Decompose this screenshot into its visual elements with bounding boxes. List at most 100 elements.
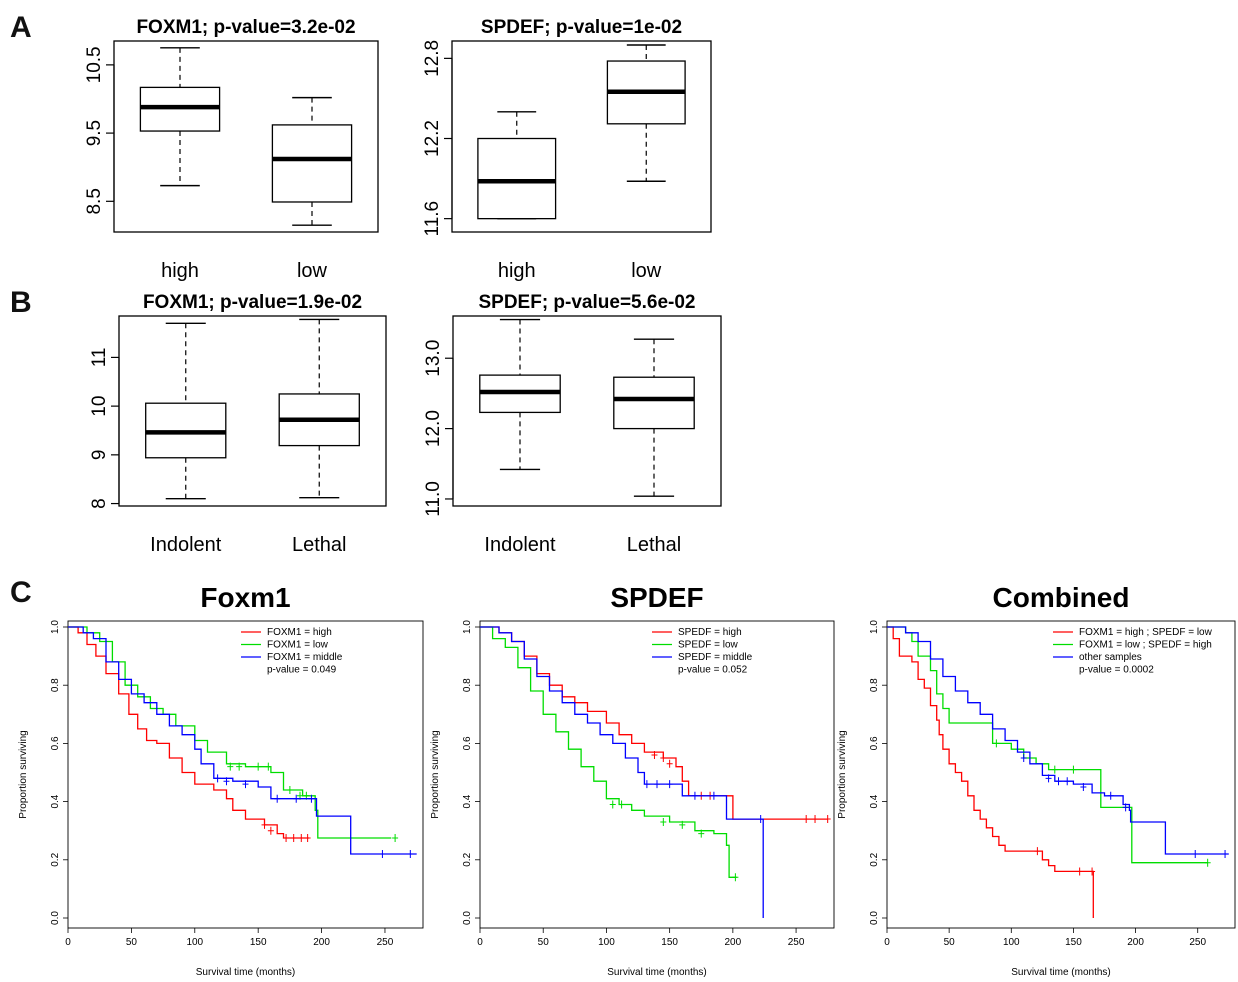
censor-mark <box>267 826 274 835</box>
y-tick-label: 0.6 <box>462 736 473 750</box>
censor-mark <box>407 849 414 858</box>
y-tick-label: 11.0 <box>423 481 444 517</box>
censor-mark <box>1204 858 1211 867</box>
plot-frame <box>886 620 1236 929</box>
chart-title: Combined <box>993 582 1130 613</box>
censor-mark <box>1045 774 1052 783</box>
legend: FOXM1 = high ; SPEDF = low FOXM1 = low ; … <box>1053 627 1213 676</box>
iqr-box <box>271 124 353 203</box>
x-tick-label: 50 <box>126 937 138 948</box>
panel-letter-a: A <box>10 11 32 44</box>
y-tick-label: 0.8 <box>869 678 880 692</box>
category-label: low <box>297 260 328 282</box>
series-foxm1-middle <box>68 626 417 858</box>
censor-mark <box>308 794 315 803</box>
category-label: Indolent <box>150 534 222 556</box>
censor-mark <box>255 762 262 771</box>
censor-mark <box>1192 849 1199 858</box>
x-tick-label: 250 <box>377 937 394 948</box>
plot-frame <box>67 620 424 929</box>
censor-mark <box>1055 777 1062 786</box>
y-axis-label: Proportion surviving <box>837 730 848 818</box>
censor-mark <box>993 739 1000 748</box>
survival-curve <box>480 626 737 878</box>
legend-pvalue: p-value = 0.0002 <box>1079 665 1154 676</box>
category-label: Lethal <box>292 534 347 556</box>
y-tick-label: 9 <box>89 450 110 461</box>
box-low <box>606 44 686 182</box>
series-spedf-low <box>480 626 739 882</box>
censor-mark <box>691 791 698 800</box>
x-tick-label: 50 <box>538 937 550 948</box>
legend-pvalue: p-value = 0.049 <box>267 665 337 676</box>
x-tick-label: 0 <box>884 937 890 948</box>
panel-letter-c: C <box>10 576 32 609</box>
y-tick-label: 11.6 <box>422 201 443 237</box>
box-lethal <box>278 318 360 499</box>
y-tick-label: 0.6 <box>50 736 61 750</box>
y-tick-label: 10.5 <box>84 46 105 83</box>
chart-title: SPDEF <box>610 582 703 613</box>
censor-mark <box>304 833 311 842</box>
y-tick-label: 0.8 <box>50 678 61 692</box>
x-tick-label: 200 <box>313 937 330 948</box>
x-tick-label: 150 <box>250 937 267 948</box>
survival-curve <box>887 626 1208 864</box>
censor-mark <box>1089 867 1096 876</box>
censor-mark <box>1076 867 1083 876</box>
censor-mark <box>660 753 667 762</box>
censor-mark <box>643 780 650 789</box>
y-tick-label: 0.0 <box>869 911 880 925</box>
x-tick-label: 100 <box>1003 937 1020 948</box>
y-tick-label: 12.0 <box>423 410 444 447</box>
chart-title: SPDEF; p-value=1e-02 <box>481 17 682 38</box>
survival-curve <box>480 626 764 918</box>
censor-mark <box>290 833 297 842</box>
x-tick-label: 50 <box>944 937 956 948</box>
x-tick-label: 100 <box>598 937 615 948</box>
y-tick-label: 0.8 <box>462 678 473 692</box>
legend-label: FOXM1 = middle <box>267 652 343 663</box>
boxplot-a-foxm1: FOXM1; p-value=3.2e-02 8.5 9.5 10.5 high low <box>84 17 379 282</box>
series-foxm1-high-spedf-low <box>887 626 1096 918</box>
x-axis-label: Survival time (months) <box>196 967 295 978</box>
panel-letter-b: B <box>10 286 32 319</box>
x-tick-label: 200 <box>1127 937 1144 948</box>
censor-mark <box>379 849 386 858</box>
censor-mark <box>274 794 281 803</box>
chart-title: SPDEF; p-value=5.6e-02 <box>478 292 695 313</box>
y-axis-label: Proportion surviving <box>430 730 441 818</box>
censor-mark <box>1122 803 1129 812</box>
censor-mark <box>609 800 616 809</box>
y-axis-label: Proportion surviving <box>18 730 29 818</box>
censor-mark <box>1222 849 1229 858</box>
y-tick-label: 0.2 <box>462 852 473 866</box>
y-tick-label: 0.0 <box>50 911 61 925</box>
censor-mark <box>298 833 305 842</box>
censor-mark <box>214 774 221 783</box>
censor-mark <box>1107 791 1114 800</box>
survival-curve <box>68 626 417 855</box>
y-tick-label: 1.0 <box>869 620 880 634</box>
legend-label: FOXM1 = low <box>267 640 329 651</box>
survival-curve <box>68 626 309 839</box>
box-indolent <box>479 318 561 471</box>
box-lethal <box>613 338 695 497</box>
censor-mark <box>223 777 230 786</box>
category-label: low <box>631 260 662 282</box>
survival-curve <box>68 626 392 839</box>
legend-label: FOXM1 = low ; SPEDF = high <box>1079 640 1212 651</box>
censor-mark <box>242 780 249 789</box>
box-low <box>271 96 353 226</box>
category-label: Lethal <box>627 534 682 556</box>
y-tick-label: 12.8 <box>422 40 443 77</box>
box-high <box>139 47 221 187</box>
x-tick-label: 0 <box>477 937 483 948</box>
censor-mark <box>698 829 705 838</box>
censor-mark <box>265 762 272 771</box>
censor-mark <box>236 762 243 771</box>
category-label: high <box>161 260 199 282</box>
km-plot-foxm1: Foxm1 0 50 100 150 200 250 0.0 0.2 0.4 0.6 0.8 1.0 Su… <box>18 582 424 978</box>
x-tick-label: 200 <box>725 937 742 948</box>
